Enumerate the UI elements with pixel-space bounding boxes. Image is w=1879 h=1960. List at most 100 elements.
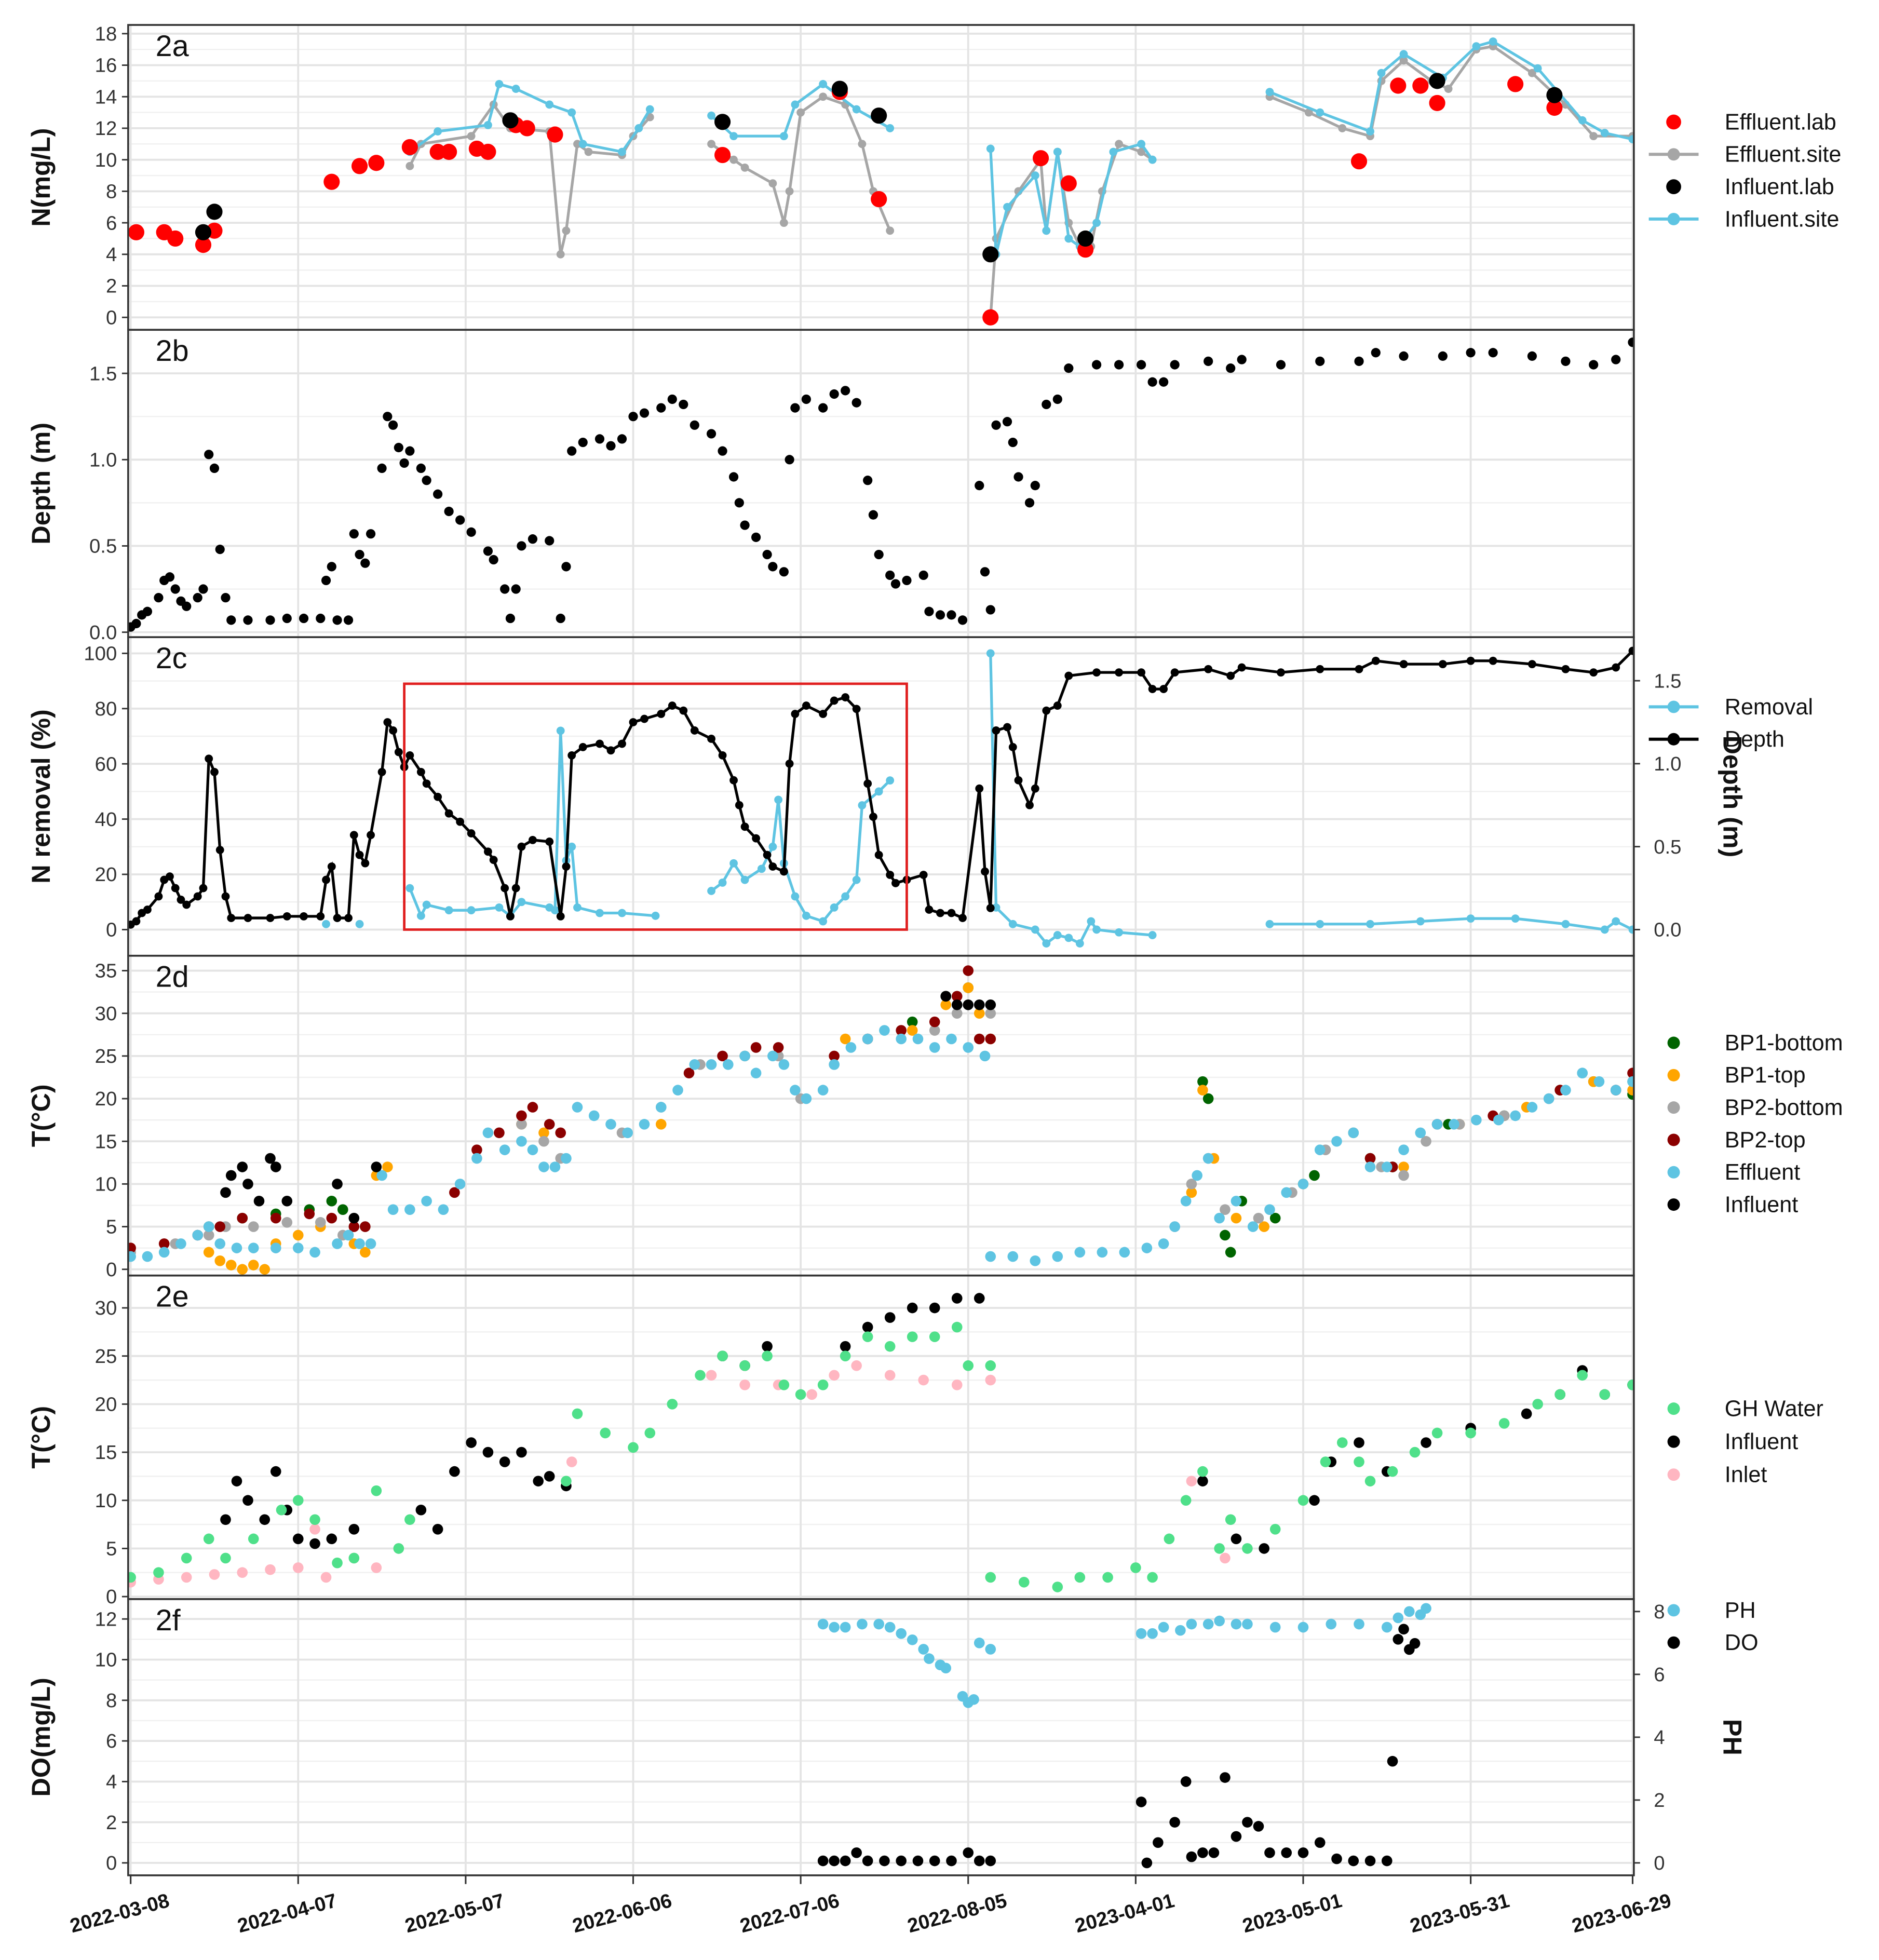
y-tick-label: 15 bbox=[95, 1441, 117, 1464]
y-tick-label: 1.5 bbox=[89, 362, 117, 385]
data-point bbox=[1415, 1127, 1426, 1139]
data-point bbox=[981, 867, 989, 876]
data-point bbox=[628, 1442, 639, 1453]
data-point bbox=[1186, 1187, 1197, 1198]
data-point bbox=[434, 127, 442, 136]
data-point bbox=[1137, 668, 1146, 677]
y-tick-label: 6 bbox=[106, 212, 117, 234]
data-point bbox=[1064, 934, 1073, 942]
data-point bbox=[818, 403, 828, 413]
data-point bbox=[199, 884, 208, 893]
data-point bbox=[1403, 1606, 1415, 1617]
data-point bbox=[193, 593, 202, 603]
data-point bbox=[1002, 417, 1012, 427]
data-point bbox=[376, 1170, 387, 1181]
data-point bbox=[947, 610, 956, 620]
data-point bbox=[774, 795, 783, 804]
data-point bbox=[1449, 1119, 1459, 1130]
data-point bbox=[1175, 1625, 1186, 1636]
data-point bbox=[1314, 1144, 1326, 1155]
data-point bbox=[1561, 665, 1570, 673]
data-point bbox=[718, 878, 727, 887]
data-point bbox=[628, 412, 638, 422]
data-point bbox=[679, 399, 688, 410]
data-point bbox=[1052, 394, 1062, 404]
data-point bbox=[1147, 377, 1157, 387]
data-point bbox=[1399, 50, 1408, 59]
data-point bbox=[1466, 656, 1475, 665]
data-point bbox=[1429, 73, 1445, 89]
series-depth bbox=[128, 337, 1634, 632]
data-point bbox=[718, 751, 727, 760]
data-point bbox=[349, 831, 358, 840]
data-point bbox=[768, 562, 778, 572]
data-point bbox=[265, 1153, 276, 1164]
legend-marker bbox=[1667, 1133, 1680, 1146]
data-point bbox=[1627, 1076, 1634, 1087]
panel-2b-background bbox=[128, 330, 1634, 638]
data-point bbox=[441, 143, 457, 160]
data-point bbox=[829, 389, 839, 399]
data-point bbox=[483, 546, 493, 556]
data-point bbox=[1297, 1179, 1309, 1189]
data-point bbox=[142, 606, 153, 616]
data-point bbox=[940, 991, 952, 1002]
panel-label: 2c bbox=[156, 642, 187, 675]
data-point bbox=[1532, 1399, 1543, 1410]
y-tick-label: 10 bbox=[95, 1649, 117, 1671]
data-point bbox=[454, 1179, 466, 1189]
data-point bbox=[132, 917, 141, 926]
data-point bbox=[605, 1119, 616, 1130]
data-point bbox=[985, 999, 996, 1010]
data-point bbox=[974, 1293, 985, 1304]
data-point bbox=[243, 615, 253, 625]
data-point bbox=[985, 1572, 996, 1583]
data-point bbox=[1409, 1447, 1421, 1458]
data-point bbox=[656, 403, 666, 413]
data-point bbox=[511, 85, 520, 93]
panel-label: 2d bbox=[156, 961, 189, 994]
data-point bbox=[707, 111, 715, 120]
data-point bbox=[143, 905, 152, 914]
legend-marker bbox=[1667, 1069, 1680, 1082]
data-point bbox=[1488, 348, 1498, 358]
data-point bbox=[717, 1050, 728, 1062]
y-tick-label: 8 bbox=[106, 1689, 117, 1712]
data-point bbox=[544, 1471, 555, 1482]
data-point bbox=[1589, 360, 1599, 370]
data-point bbox=[1242, 1817, 1253, 1828]
data-point bbox=[907, 1302, 918, 1314]
data-point bbox=[1355, 665, 1363, 673]
data-point bbox=[1247, 1221, 1259, 1232]
data-point bbox=[1141, 1242, 1153, 1253]
data-point bbox=[416, 767, 425, 776]
data-point bbox=[762, 549, 772, 560]
data-point bbox=[762, 1341, 773, 1352]
y-tick-label: 60 bbox=[95, 753, 117, 775]
data-point bbox=[974, 1638, 985, 1648]
data-point bbox=[371, 1485, 382, 1496]
data-point bbox=[1003, 202, 1011, 211]
y-tick-label: 0 bbox=[106, 919, 117, 941]
y-tick-label: 1.0 bbox=[89, 449, 117, 471]
data-point bbox=[796, 108, 805, 117]
data-point bbox=[1277, 668, 1285, 677]
data-point bbox=[873, 1618, 884, 1630]
data-point bbox=[840, 1621, 851, 1633]
data-point bbox=[618, 909, 626, 917]
data-point bbox=[401, 139, 418, 155]
data-point bbox=[316, 912, 325, 921]
y-tick-label: 40 bbox=[95, 808, 117, 831]
data-point bbox=[1153, 1837, 1164, 1848]
data-point bbox=[896, 1855, 907, 1867]
panel-label: 2b bbox=[156, 334, 189, 368]
data-point bbox=[181, 1552, 192, 1564]
panel-label: 2e bbox=[156, 1280, 189, 1314]
data-point bbox=[929, 1331, 940, 1342]
data-point bbox=[1276, 360, 1286, 370]
data-point bbox=[1192, 1170, 1202, 1181]
data-point bbox=[237, 1161, 248, 1172]
data-point bbox=[429, 143, 446, 160]
data-point bbox=[1214, 1212, 1225, 1224]
